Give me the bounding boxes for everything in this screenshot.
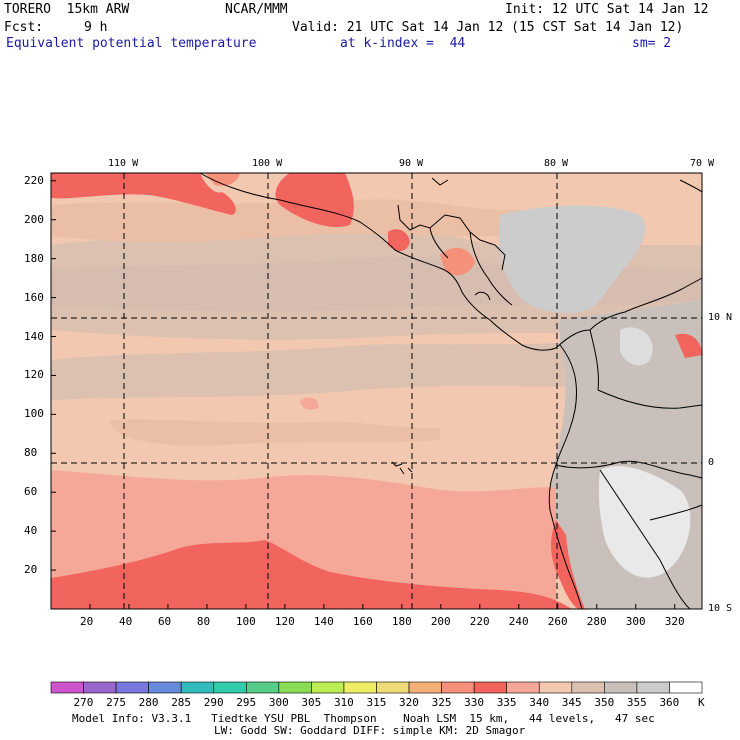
- x-tick-label: 280: [586, 615, 607, 628]
- color-swatch: [538, 681, 573, 694]
- y-tick-label: 40: [24, 524, 38, 538]
- lon-label-70w: 70 W: [690, 158, 715, 169]
- color-swatch: [115, 681, 149, 694]
- x-tick-label: 240: [508, 615, 529, 628]
- y-tick-label: 80: [24, 446, 38, 460]
- x-tick-label: 220: [469, 615, 490, 628]
- color-swatch: [473, 681, 507, 694]
- y-tick-label: 20: [24, 563, 38, 577]
- colorbar-label: 360: [659, 696, 680, 709]
- color-bar: [50, 681, 703, 694]
- plot-frame: [50, 172, 703, 610]
- lon-label-80w: 80 W: [544, 158, 569, 169]
- colorbar-label: 300: [268, 696, 289, 709]
- colorbar-label: 310: [333, 696, 354, 709]
- init-time: Init: 12 UTC Sat 14 Jan 12: [505, 2, 709, 17]
- color-swatch: [506, 681, 540, 694]
- color-swatch: [148, 681, 182, 694]
- color-swatch: [376, 681, 410, 694]
- color-swatch: [180, 681, 215, 694]
- coastlines: [199, 172, 703, 610]
- colorbar-label: 295: [236, 696, 257, 709]
- tick-marks: [51, 180, 676, 609]
- lat-label-0: 0: [708, 457, 715, 468]
- y-tick-label: 200: [24, 212, 44, 226]
- valid-time: Valid: 21 UTC Sat 14 Jan 12 (15 CST Sat …: [292, 20, 684, 35]
- x-tick-label: 160: [352, 615, 373, 628]
- y-tick-label: 220: [24, 173, 44, 187]
- model-info: Model Info: V3.3.1 Tiedtke YSU PBL Thomp…: [72, 712, 655, 725]
- color-swatch: [604, 681, 638, 694]
- smoothing-label: sm= 2: [632, 36, 672, 51]
- x-tick-label: 320: [664, 615, 685, 628]
- forecast-hours: 9 h: [84, 20, 108, 35]
- x-tick-label: 300: [625, 615, 646, 628]
- colorbar-label: 355: [626, 696, 647, 709]
- color-swatch: [636, 681, 670, 694]
- shaded-field: [51, 173, 702, 609]
- y-tick-label: 180: [24, 251, 44, 265]
- color-swatch: [343, 681, 377, 694]
- colorbar-label: 320: [399, 696, 419, 709]
- x-tick-label: 40: [118, 615, 133, 628]
- physics-info: LW: Godd SW: Goddard DIFF: simple KM: 2D…: [214, 724, 526, 737]
- y-tick-label: 140: [24, 329, 44, 343]
- colorbar-label: 325: [431, 696, 452, 709]
- colorbar-label: 280: [138, 696, 159, 709]
- color-swatch: [669, 681, 703, 694]
- colorbar-label: 315: [366, 696, 387, 709]
- y-tick-label: 60: [24, 485, 38, 499]
- color-swatch: [311, 681, 345, 694]
- level-label: at k-index = 44: [340, 36, 466, 51]
- forecast-label: Fcst:: [4, 20, 44, 35]
- colorbar-unit: K: [698, 696, 705, 709]
- lon-label-90w: 90 W: [399, 158, 424, 169]
- color-swatch: [213, 681, 247, 694]
- color-swatch: [278, 681, 312, 694]
- x-tick-label: 200: [430, 615, 451, 628]
- lat-label-10s: 10 S: [708, 603, 733, 614]
- color-swatch: [246, 681, 280, 694]
- colorbar-label: 345: [561, 696, 582, 709]
- color-swatch: [441, 681, 475, 694]
- color-swatch: [83, 681, 117, 694]
- color-swatch: [50, 681, 84, 694]
- x-tick-label: 20: [79, 615, 94, 628]
- model-name: TORERO 15km ARW: [4, 2, 130, 17]
- colorbar-label: 340: [529, 696, 550, 709]
- lon-label-100w: 100 W: [252, 158, 283, 169]
- x-tick-label: 140: [313, 615, 334, 628]
- colorbar-label: 305: [301, 696, 322, 709]
- colorbar-label: 290: [203, 696, 224, 709]
- colorbar-label: 270: [73, 696, 94, 709]
- x-tick-label: 180: [391, 615, 412, 628]
- colorbar-label: 275: [106, 696, 126, 709]
- lat-lon-grid: [51, 173, 702, 609]
- lon-label-110w: 110 W: [108, 158, 139, 169]
- colorbar-label: 350: [594, 696, 615, 709]
- colorbar-label: 285: [171, 696, 192, 709]
- x-tick-label: 260: [547, 615, 568, 628]
- y-tick-label: 120: [24, 368, 44, 382]
- x-tick-label: 120: [274, 615, 295, 628]
- y-tick-label: 100: [24, 407, 44, 421]
- x-tick-label: 80: [196, 615, 211, 628]
- x-tick-label: 100: [235, 615, 256, 628]
- x-tick-label: 60: [157, 615, 172, 628]
- colorbar-label: 335: [496, 696, 517, 709]
- field-title: Equivalent potential temperature: [6, 36, 257, 51]
- lat-label-10n: 10 N: [708, 312, 733, 323]
- y-tick-label: 160: [24, 290, 44, 304]
- colorbar-label: 330: [464, 696, 485, 709]
- org-name: NCAR/MMM: [225, 2, 288, 17]
- color-swatch: [408, 681, 442, 694]
- color-swatch: [571, 681, 605, 694]
